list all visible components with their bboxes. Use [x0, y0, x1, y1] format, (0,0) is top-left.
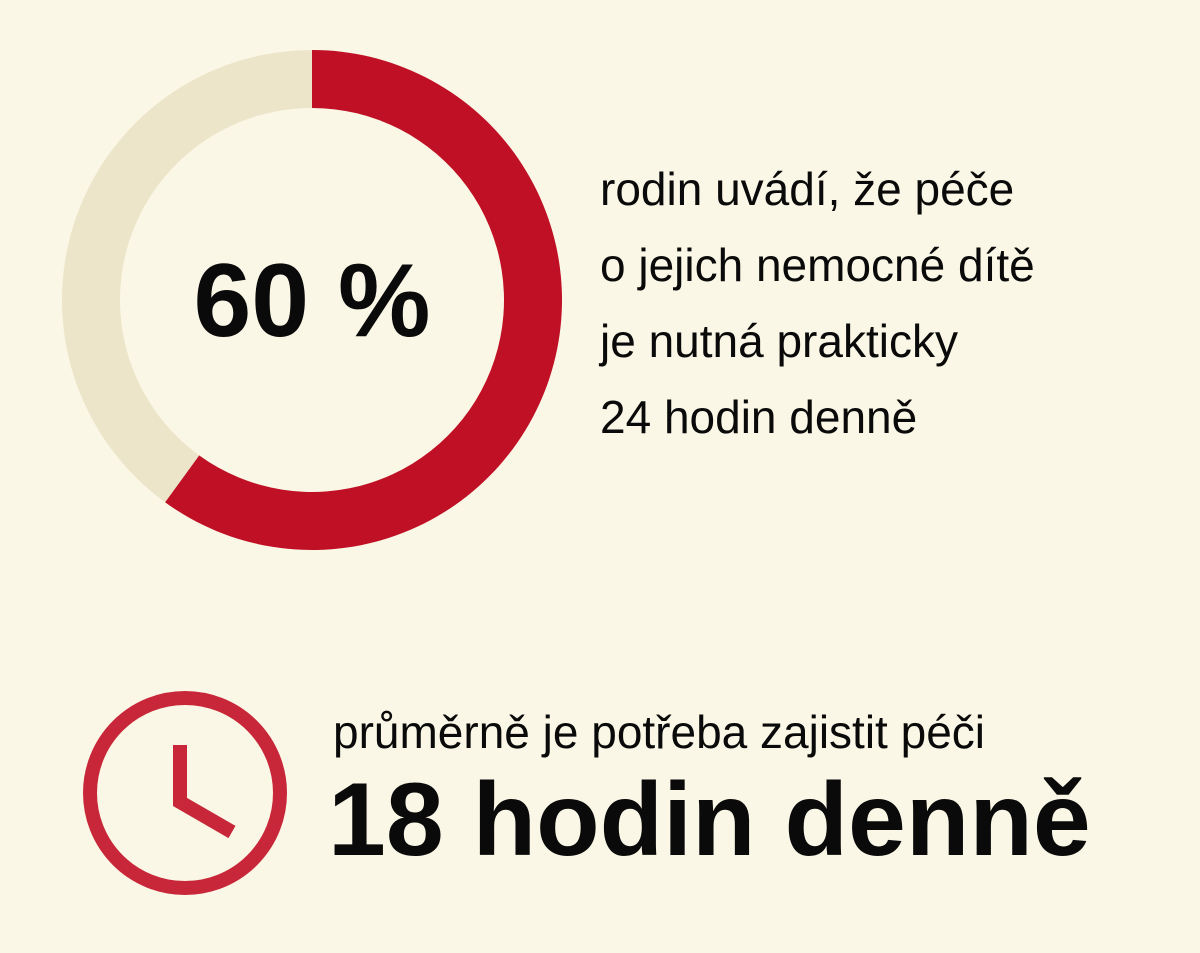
note: průměrně je potřeba zajistit péči [333, 706, 985, 758]
donut-segment [62, 50, 313, 503]
caption-line: o jejich nemocné dítě [600, 239, 1035, 291]
caption: rodin uvádí, že péče o jejich nemocné dít… [598, 163, 1035, 443]
highlight: 18 hodin denně [328, 762, 1091, 878]
caption-line: je nutná prakticky [598, 315, 958, 367]
donut-segment [165, 50, 563, 550]
value-label: 60 % [193, 243, 430, 359]
clock-face [83, 691, 287, 895]
caption-line: rodin uvádí, že péče [600, 163, 1014, 215]
caption-line: 24 hodin denně [600, 391, 917, 443]
clock-icon [83, 691, 287, 895]
clock-hands [173, 745, 236, 839]
donut: 60 % [62, 50, 563, 550]
